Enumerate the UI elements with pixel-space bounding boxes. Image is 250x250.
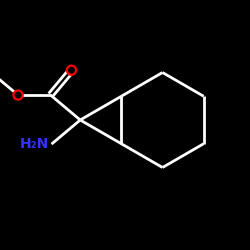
Circle shape xyxy=(15,92,21,98)
Circle shape xyxy=(69,68,74,73)
Text: H₂N: H₂N xyxy=(20,137,49,151)
Circle shape xyxy=(13,90,23,100)
Circle shape xyxy=(66,65,76,75)
